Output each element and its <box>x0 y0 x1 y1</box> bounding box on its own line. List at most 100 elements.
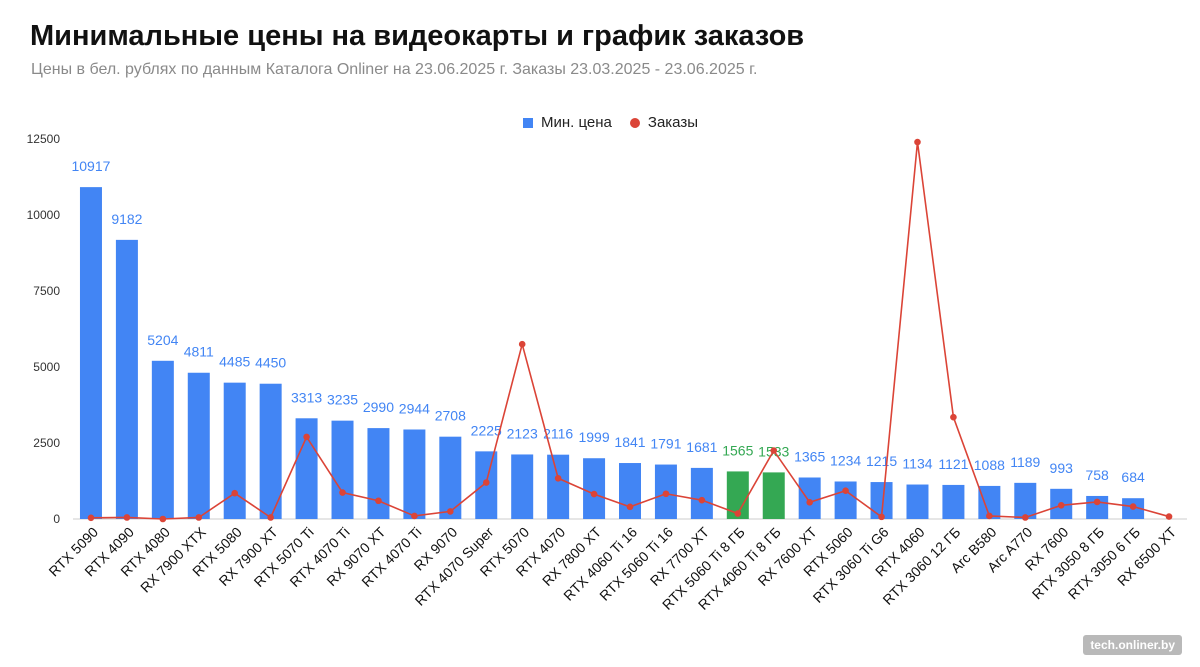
orders-point-12 <box>518 340 526 348</box>
bar-24 <box>942 484 965 519</box>
legend-item-orders: Заказы <box>629 114 699 131</box>
bar-data-label-27: 993 <box>1050 460 1074 476</box>
chart-title: Минимальные цены на видеокарты и график … <box>30 20 805 52</box>
y-tick-label-1: 2500 <box>33 436 60 450</box>
bar-6 <box>295 418 318 519</box>
orders-point-6 <box>303 433 310 441</box>
bar-data-label-12: 2123 <box>507 425 538 441</box>
bar-data-label-20: 1365 <box>794 449 825 465</box>
bar-26 <box>1014 482 1037 519</box>
y-tick-label-2: 5000 <box>33 360 60 374</box>
orders-point-4 <box>231 489 239 497</box>
bar-data-label-14: 1999 <box>578 429 609 445</box>
bar-17 <box>690 467 713 519</box>
bar-data-label-22: 1215 <box>866 453 897 469</box>
bar-4 <box>223 382 246 519</box>
bar-data-label-15: 1841 <box>614 434 645 450</box>
chart-subtitle: Цены в бел. рублях по данным Каталога On… <box>31 61 758 78</box>
legend-dot-swatch <box>629 117 640 128</box>
bar-1 <box>115 239 138 520</box>
legend-label-orders: Заказы <box>647 114 699 131</box>
bar-data-label-23: 1134 <box>902 456 932 472</box>
y-tick-label-0: 0 <box>53 512 60 526</box>
bar-3 <box>187 372 210 519</box>
watermark: tech.onliner.by <box>1083 635 1182 655</box>
orders-point-26 <box>1021 514 1029 521</box>
orders-point-25 <box>986 512 993 520</box>
orders-point-15 <box>626 503 634 511</box>
bar-data-label-6: 3313 <box>291 389 322 405</box>
bar-12 <box>511 454 534 519</box>
y-tick-label-5: 12500 <box>27 132 61 146</box>
bar-data-label-17: 1681 <box>686 439 717 455</box>
bar-data-label-3: 4811 <box>184 344 214 360</box>
orders-point-20 <box>806 498 813 506</box>
bar-data-label-25: 1088 <box>974 457 1005 473</box>
bar-data-label-11: 2225 <box>471 422 502 438</box>
bar-22 <box>870 482 893 519</box>
legend-item-price: Мин. цена <box>523 114 612 131</box>
bar-15 <box>619 463 641 519</box>
orders-point-1 <box>123 514 131 521</box>
orders-point-7 <box>339 489 346 496</box>
orders-point-23 <box>914 138 921 146</box>
orders-point-29 <box>1129 503 1137 510</box>
bar-data-label-28: 758 <box>1085 467 1109 483</box>
bar-21 <box>834 481 857 519</box>
orders-point-11 <box>482 479 490 486</box>
bar-7 <box>331 420 354 519</box>
bar-data-label-24: 1121 <box>938 456 968 472</box>
orders-point-30 <box>1165 513 1173 520</box>
bar-data-label-13: 2116 <box>543 426 573 442</box>
bar-data-label-4: 4485 <box>219 354 250 370</box>
bar-data-label-10: 2708 <box>435 408 466 424</box>
bar-data-label-0: 10917 <box>71 158 110 174</box>
bar-25 <box>978 485 1001 519</box>
orders-point-9 <box>411 512 418 520</box>
bar-data-label-26: 1189 <box>1010 454 1040 470</box>
bar-data-label-16: 1791 <box>650 436 681 452</box>
orders-point-24 <box>950 413 957 421</box>
legend-label-price: Мин. цена <box>541 114 612 131</box>
bar-data-label-5: 4450 <box>255 355 286 371</box>
orders-point-16 <box>662 490 670 498</box>
bar-2 <box>151 360 174 519</box>
orders-point-13 <box>554 474 562 482</box>
bar-data-label-21: 1234 <box>830 452 861 468</box>
orders-point-5 <box>267 514 274 521</box>
bar-data-label-1: 9182 <box>111 211 142 227</box>
bar-20 <box>798 477 821 519</box>
orders-point-17 <box>698 496 706 504</box>
orders-point-8 <box>375 497 382 505</box>
chart-legend: Мин. цена Заказы <box>523 114 716 131</box>
bar-18 <box>726 471 749 519</box>
bar-5 <box>259 383 282 519</box>
bar-data-label-2: 5204 <box>147 332 178 348</box>
orders-point-21 <box>842 487 849 495</box>
bar-data-label-9: 2944 <box>399 401 430 417</box>
orders-point-10 <box>447 508 454 515</box>
bar-14 <box>583 458 606 519</box>
bar-data-label-7: 3235 <box>327 392 358 408</box>
bar-8 <box>367 428 390 519</box>
orders-line <box>90 141 1170 520</box>
orders-point-0 <box>87 514 95 522</box>
orders-point-28 <box>1093 498 1101 506</box>
orders-point-18 <box>734 510 742 517</box>
legend-bar-swatch <box>523 117 533 128</box>
bar-data-label-8: 2990 <box>363 399 394 415</box>
bar-data-label-18: 1565 <box>722 442 753 458</box>
y-tick-label-3: 7500 <box>33 284 60 298</box>
orders-point-19 <box>770 447 778 454</box>
bar-10 <box>439 436 462 519</box>
bar-23 <box>906 484 929 519</box>
orders-point-3 <box>195 514 203 521</box>
orders-point-2 <box>159 515 167 523</box>
bar-0 <box>79 187 102 519</box>
y-tick-label-4: 10000 <box>27 208 61 222</box>
orders-point-22 <box>878 513 885 521</box>
orders-point-14 <box>590 490 598 498</box>
bar-19 <box>762 472 785 519</box>
bar-9 <box>403 429 426 519</box>
